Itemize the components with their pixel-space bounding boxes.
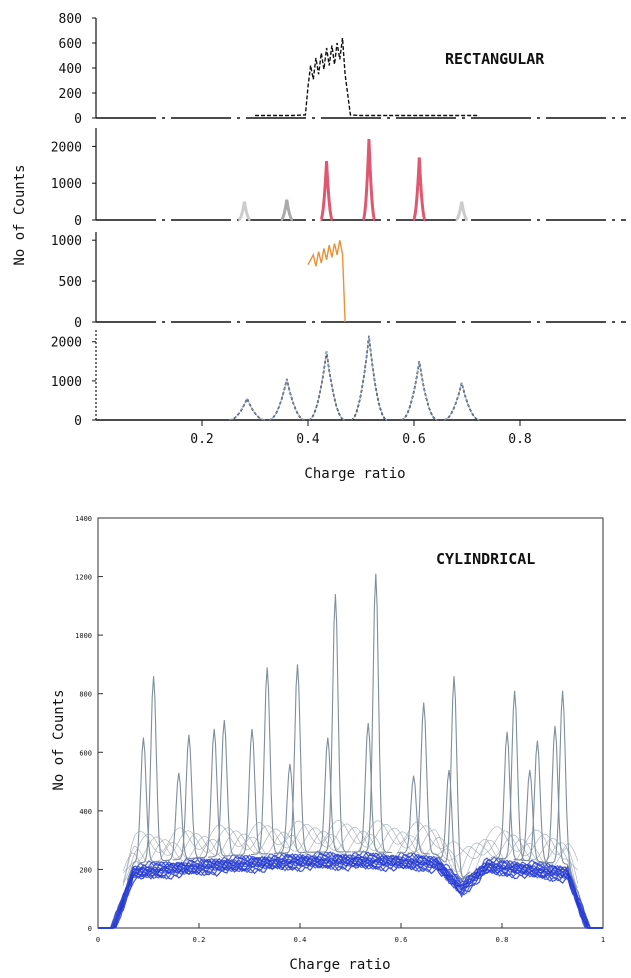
cylindrical-chart: 0 0.2 0.4 0.6 0.8 11400120010008006004002000 … [51,515,605,973]
cyl-y-tick-label: 1000 [75,632,92,640]
panel-2-peak-1 [237,201,251,222]
cyl-peak-7 [235,728,269,856]
panel-1: 800 600 400 200 0 [59,12,626,127]
cyl-baseline-trace-14 [98,850,603,929]
cyl-x-tick-label: 1 [601,936,605,944]
panel-3-series-line [307,240,346,323]
panel-4-peak-shadow-1 [229,397,266,421]
cyl-y-tick-label: 600 [79,749,92,757]
panel-4-peak-shadow-5 [401,361,438,421]
panel-4-y-tick-label: 1000 [51,375,82,390]
cyl-y-tick-label: 1400 [75,515,92,523]
cyl-y-tick-label: 1200 [75,574,92,582]
cyl-secondary-trace-3 [123,827,579,888]
cyl-peak-11 [311,737,344,853]
panel-1-y-tick-label: 600 [59,37,82,52]
cyl-baseline-trace-1 [98,862,603,929]
bottom-y-axis-label: No of Counts [51,689,67,790]
top-y-axis-label: No of Counts [12,164,28,265]
bottom-x-axis-label: Charge ratio [289,957,390,973]
top-chart-title: RECTANGULAR [445,50,545,68]
panel-2-y-tick-label: 0 [74,214,82,229]
panel-4-peak-2 [268,378,306,421]
panel-1-y-tick-label: 400 [59,62,82,77]
panel-2-peak-5 [411,157,427,222]
panel-2-peak-3 [319,161,335,222]
cyl-peak-8 [250,667,284,856]
top-x-tick-label: 0.4 [296,432,320,447]
panel-3-y-tick-label: 500 [59,275,82,290]
panel-3-y-tick-label: 0 [74,316,82,331]
cyl-y-tick-label: 800 [79,691,92,699]
cyl-secondary-trace-4 [122,823,579,884]
cyl-baseline-trace-6 [98,857,603,929]
cyl-x-tick-label: 0 [96,936,100,944]
cyl-peak-12 [319,594,352,853]
cyl-x-tick-label: 0.2 [193,936,206,944]
cyl-peak-9 [273,763,307,854]
panel-3: 1000 500 0 [51,232,626,331]
cyl-y-tick-label: 200 [79,866,92,874]
cyl-peak-1 [126,737,160,881]
cyl-peak-10 [281,664,314,854]
top-x-axis-label: Charge ratio [304,466,405,482]
cyl-x-tick-label: 0.4 [294,936,307,944]
cyl-y-tick-label: 400 [79,808,92,816]
cyl-secondary-trace-5 [122,819,579,883]
cyl-secondary-trace-2 [122,830,579,893]
cyl-peak-2 [137,676,170,864]
cyl-y-tick-label: 0 [88,925,92,933]
panel-4-peak-5 [401,361,438,421]
rectangular-chart: 800600400200020001000010005000200010000 … [12,12,626,482]
panel-4-peak-3 [308,351,345,421]
panel-4-peak-shadow-4 [350,335,388,421]
panel-2-y-tick-label: 1000 [51,177,82,192]
panel-2-peak-2 [280,199,294,222]
panel-4-peak-shadow-6 [443,382,480,421]
cyl-x-tick-label: 0.6 [395,936,408,944]
panel-2-y-tick-label: 2000 [51,140,82,155]
cyl-peak-23 [538,725,572,875]
panel-3-y-tick-label: 1000 [51,234,82,249]
panel-4: 2000 1000 0 [51,330,626,429]
cyl-peak-6 [208,720,241,858]
panel-1-series-line [255,37,478,117]
top-x-tick-label: 0.2 [190,432,213,447]
panel-4-peak-6 [443,382,480,421]
panel-1-y-tick-label: 0 [74,112,82,127]
panel-4-y-tick-label: 2000 [51,336,82,351]
top-x-tick-label: 0.8 [508,432,531,447]
panel-4-peak-shadow-3 [308,351,345,421]
cyl-peak-5 [197,728,231,859]
panel-1-y-tick-label: 200 [59,87,82,102]
panel-4-peak-4 [350,335,388,421]
cyl-secondary-trace-1 [122,834,579,886]
top-x-tick-label: 0.6 [402,432,425,447]
cyl-baseline-trace-7 [98,856,603,929]
panel-2-peak-4 [361,138,377,222]
cyl-peak-3 [162,772,196,862]
bottom-chart-title: CYLINDRICAL [436,550,535,568]
panel-2: 2000 1000 0 [51,128,626,229]
cyl-peak-18 [437,676,471,878]
cylindrical-plot-frame [97,517,604,929]
cyl-x-tick-label: 0.8 [496,936,509,944]
cyl-peak-15 [397,775,430,855]
panel-2-peak-6 [455,201,469,222]
panel-1-y-tick-label: 800 [59,12,82,27]
cyl-peak-24 [546,690,580,896]
panel-4-peak-shadow-2 [268,378,305,421]
panel-4-y-tick-label: 0 [74,414,82,429]
panel-4-peak-1 [228,396,266,421]
